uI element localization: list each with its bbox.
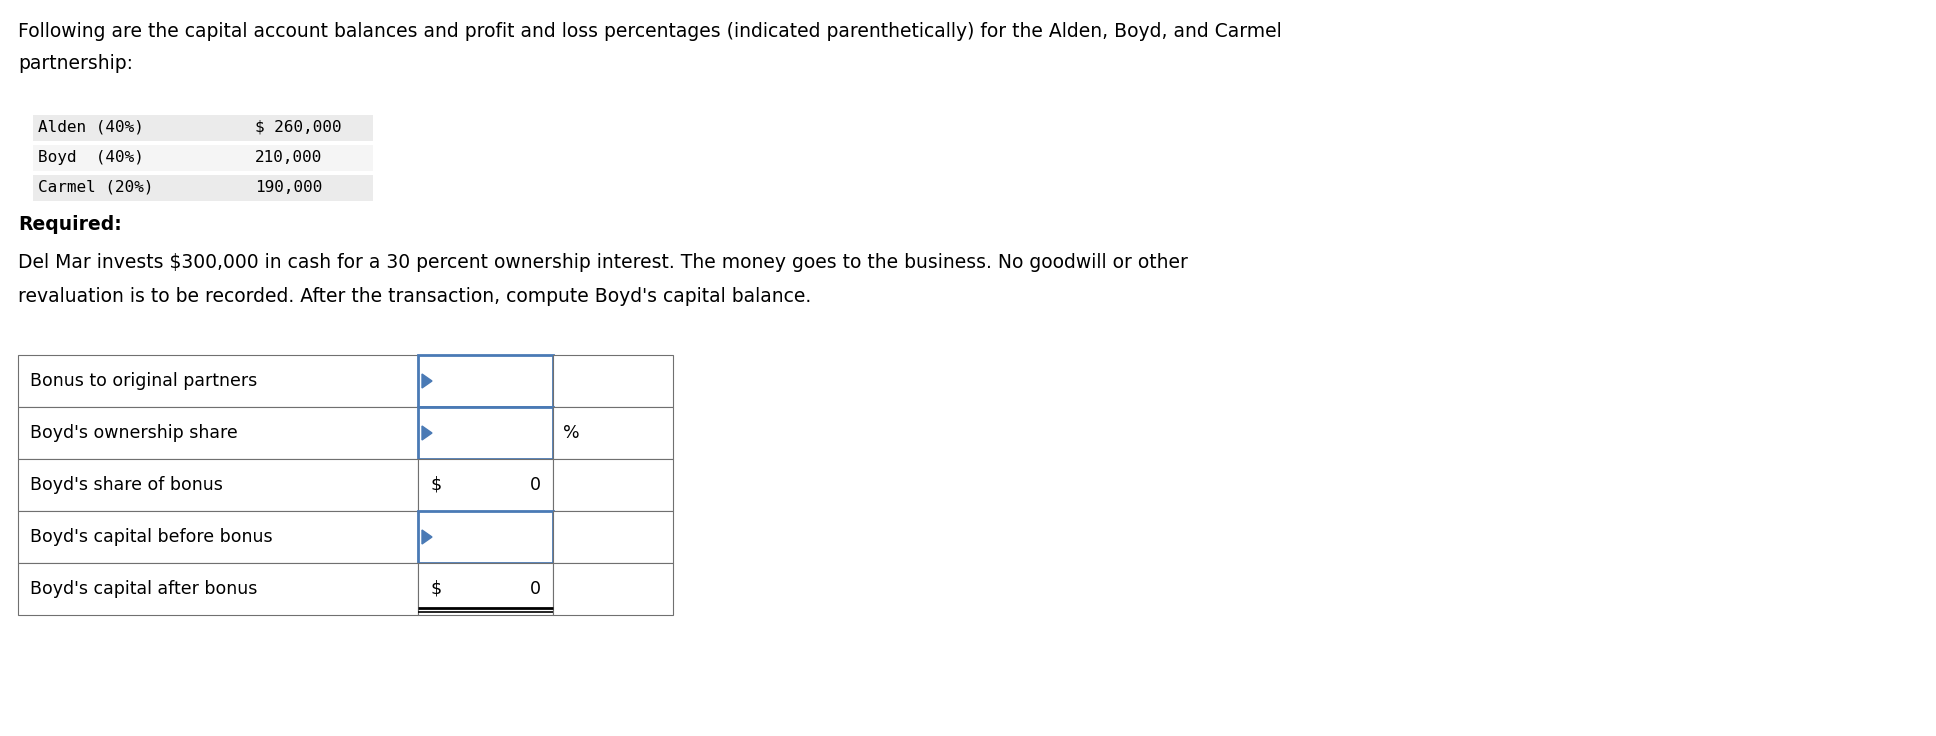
Text: Boyd's capital before bonus: Boyd's capital before bonus (29, 528, 273, 546)
Polygon shape (422, 426, 432, 440)
Text: 190,000: 190,000 (256, 180, 323, 195)
Text: partnership:: partnership: (17, 54, 134, 73)
Bar (554, 563, 674, 615)
Bar (17, 459, 418, 511)
Text: $ 260,000: $ 260,000 (256, 120, 341, 135)
Bar (17, 355, 418, 407)
Text: Carmel (20%): Carmel (20%) (39, 180, 153, 195)
Text: Boyd  (40%): Boyd (40%) (39, 150, 143, 165)
Text: Boyd's capital after bonus: Boyd's capital after bonus (29, 580, 257, 598)
Polygon shape (422, 374, 432, 388)
Text: Del Mar invests $300,000 in cash for a 30 percent ownership interest. The money : Del Mar invests $300,000 in cash for a 3… (17, 253, 1189, 272)
Polygon shape (422, 530, 432, 544)
Text: Following are the capital account balances and profit and loss percentages (indi: Following are the capital account balanc… (17, 22, 1282, 41)
Bar (17, 511, 418, 563)
Bar (554, 459, 674, 511)
Text: $: $ (430, 476, 441, 494)
Bar (33, 175, 374, 201)
Text: Required:: Required: (17, 215, 122, 234)
Bar (554, 355, 674, 407)
Text: Bonus to original partners: Bonus to original partners (29, 372, 257, 390)
Text: revaluation is to be recorded. After the transaction, compute Boyd's capital bal: revaluation is to be recorded. After the… (17, 287, 811, 306)
Bar (554, 511, 674, 563)
Text: Alden (40%): Alden (40%) (39, 120, 143, 135)
Bar (17, 407, 418, 459)
Bar (33, 145, 374, 171)
Text: 0: 0 (530, 476, 540, 494)
Text: %: % (563, 424, 579, 442)
Bar (17, 563, 418, 615)
Bar (554, 407, 674, 459)
Bar (418, 355, 554, 407)
Text: $: $ (430, 580, 441, 598)
Bar (418, 407, 554, 459)
Text: 0: 0 (530, 580, 540, 598)
Bar (418, 459, 554, 511)
Bar (418, 563, 554, 615)
Text: Boyd's share of bonus: Boyd's share of bonus (29, 476, 223, 494)
Bar (33, 115, 374, 141)
Bar (418, 511, 554, 563)
Text: 210,000: 210,000 (256, 150, 323, 165)
Text: Boyd's ownership share: Boyd's ownership share (29, 424, 238, 442)
